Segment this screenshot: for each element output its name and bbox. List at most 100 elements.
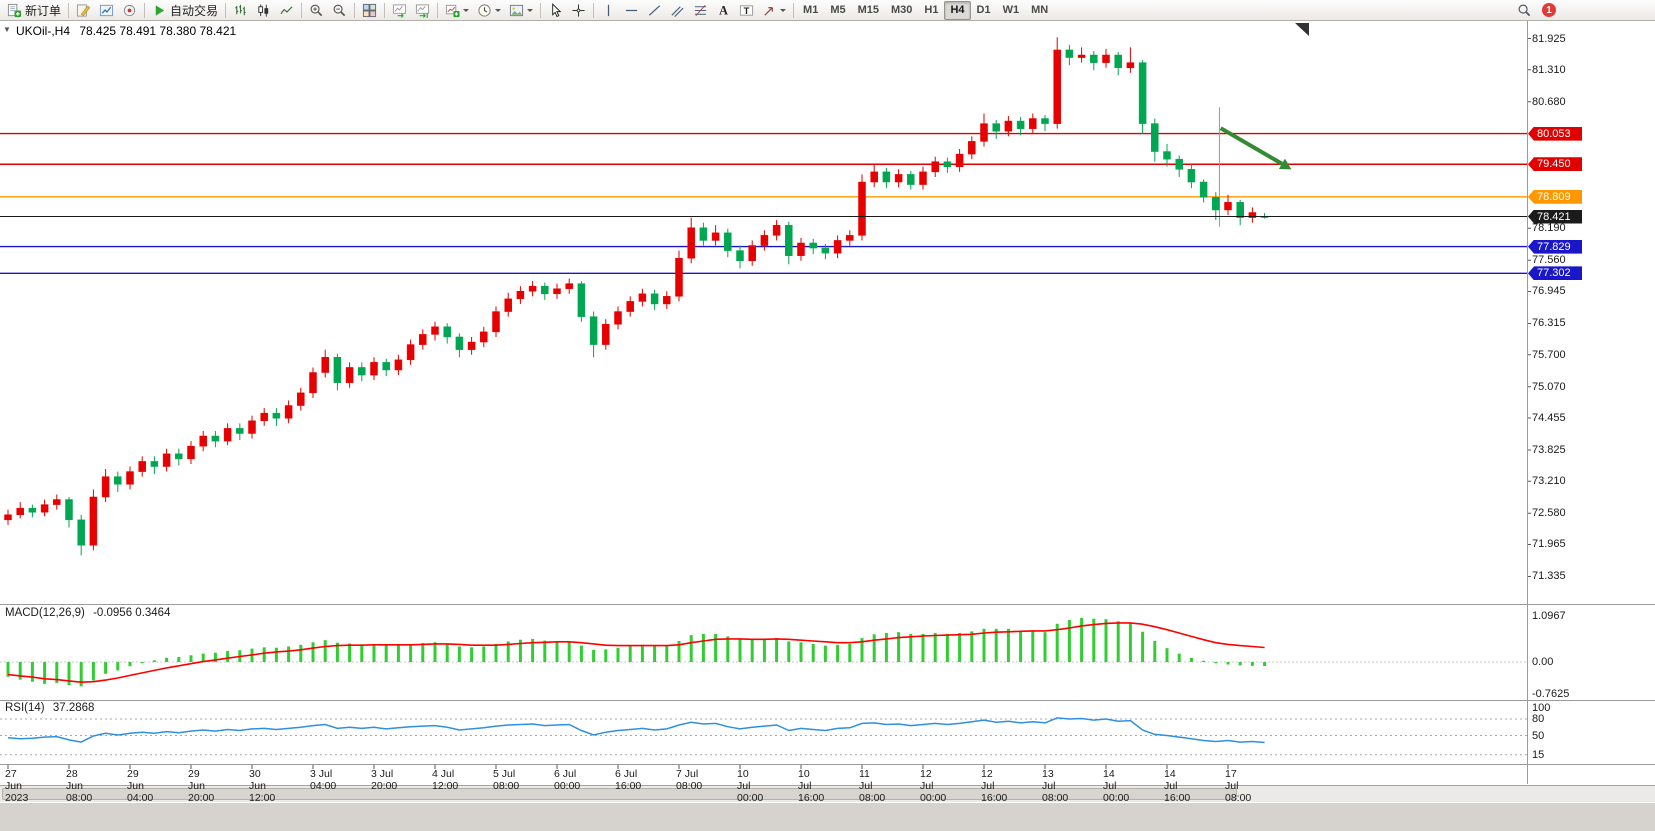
toolbar-separator [540, 2, 542, 18]
timeframe-h1-button[interactable]: H1 [918, 1, 944, 20]
price-axis-label: 73.210 [1532, 475, 1566, 488]
timeframe-m5-button[interactable]: M5 [824, 1, 851, 20]
line-chart-button[interactable] [275, 1, 298, 20]
quick-trade-collapse-button[interactable]: ▼ [3, 25, 11, 34]
time-axis-label: 11 Jul 08:00 [859, 768, 886, 804]
time-axis-label: 28 Jun 08:00 [66, 768, 93, 804]
macd-axis-label: 1.0967 [1532, 609, 1566, 622]
dropdown-caret-icon [527, 9, 534, 15]
time-axis-label: 3 Jul 20:00 [371, 768, 398, 792]
new-order-icon [7, 3, 22, 18]
search-icon [1517, 3, 1532, 18]
rsi-name-label: RSI(14) [5, 702, 45, 714]
time-axis-label: 29 Jun 20:00 [188, 768, 215, 804]
toolbar-separator [437, 2, 439, 18]
auto-scroll-button[interactable] [388, 1, 411, 20]
line-chart-icon [279, 3, 294, 18]
price-level-tag: 77.302 [1528, 266, 1582, 281]
price-level-tag: 78.421 [1528, 209, 1582, 224]
time-axis-label: 10 Jul 00:00 [737, 768, 764, 804]
window-background [0, 803, 1655, 831]
main-toolbar: 新订单 自动交易 A T M1 M5 M15 M30 H1 H4 D1 W1 MN 1 [0, 0, 1655, 21]
tile-windows-button[interactable] [358, 1, 381, 20]
label-icon: T [739, 3, 754, 18]
zoom-out-icon [332, 3, 347, 18]
macd-axis-label: 0.00 [1532, 656, 1554, 668]
text-tool-button[interactable]: A [712, 1, 735, 20]
vline-icon [601, 3, 616, 18]
market-watch-button[interactable] [95, 1, 118, 20]
price-axis-label: 81.925 [1532, 32, 1566, 45]
bar-chart-button[interactable] [229, 1, 252, 20]
channel-icon [670, 3, 685, 18]
label-tool-button[interactable]: T [735, 1, 758, 20]
cursor-icon [548, 2, 563, 18]
macd-name-label: MACD(12,26,9) [5, 607, 85, 619]
price-level-tag: 79.450 [1528, 157, 1582, 172]
svg-text:T: T [744, 5, 750, 15]
macd-values-label: -0.0956 0.3464 [93, 607, 171, 619]
templates-button[interactable] [505, 1, 537, 20]
timeframe-mn-button[interactable]: MN [1025, 1, 1054, 20]
data-window-button[interactable] [118, 1, 141, 20]
periods-button[interactable] [473, 1, 505, 20]
tile-windows-icon [362, 3, 377, 18]
price-axis-label: 77.560 [1532, 254, 1566, 267]
timeframe-m30-button[interactable]: M30 [885, 1, 918, 20]
time-axis-label: 29 Jun 04:00 [127, 768, 154, 804]
timeframe-h4-button[interactable]: H4 [944, 0, 971, 20]
new-chart-button[interactable] [441, 1, 473, 20]
time-axis-label: 4 Jul 12:00 [432, 768, 459, 792]
symbol-period-label: UKOil-,H4 [16, 24, 71, 38]
zoom-out-button[interactable] [328, 1, 351, 20]
chart-shift-button[interactable] [411, 1, 434, 20]
toolbar-separator [225, 2, 227, 18]
channel-tool-button[interactable] [666, 1, 689, 20]
toolbar-right-group: 1 [1513, 1, 1556, 20]
price-axis-label: 71.335 [1532, 570, 1566, 583]
new-order-button-label: 新订单 [25, 3, 62, 18]
time-axis-label: 27 Jun 2023 [5, 768, 29, 804]
crosshair-tool-button[interactable] [567, 1, 590, 20]
new-order-button[interactable]: 新订单 [3, 1, 65, 20]
timeframe-m1-button[interactable]: M1 [797, 1, 824, 20]
candlestick-chart-button[interactable] [252, 1, 275, 20]
scrollbar-thumb[interactable] [2, 788, 1237, 800]
rsi-axis-label: 15 [1532, 748, 1545, 761]
toolbar-separator [301, 2, 303, 18]
price-axis-label: 73.825 [1532, 443, 1566, 456]
arrows-tool-button[interactable] [758, 1, 790, 20]
trendline-tool-button[interactable] [643, 1, 666, 20]
time-axis-label: 12 Jul 00:00 [920, 768, 947, 804]
fibo-icon [693, 3, 708, 18]
zoom-in-button[interactable] [305, 1, 328, 20]
timeframe-w1-button[interactable]: W1 [997, 1, 1026, 20]
horizontal-line-tool-button[interactable] [620, 1, 643, 20]
horizontal-scrollbar[interactable] [0, 785, 1655, 802]
time-axis-label: 12 Jul 16:00 [981, 768, 1008, 804]
autoscroll-icon [392, 3, 407, 18]
search-button[interactable] [1513, 1, 1536, 20]
fibonacci-tool-button[interactable] [689, 1, 712, 20]
price-axis-label: 71.965 [1532, 538, 1566, 551]
toolbar-separator [354, 2, 356, 18]
vertical-line-tool-button[interactable] [597, 1, 620, 20]
timeframe-m15-button[interactable]: M15 [852, 1, 885, 20]
price-level-tag: 77.829 [1528, 239, 1582, 254]
ohlc-values-label: 78.425 78.491 78.380 78.421 [79, 24, 237, 38]
dropdown-caret-icon [463, 9, 470, 15]
toolbar-separator [384, 2, 386, 18]
notification-badge[interactable]: 1 [1542, 3, 1556, 17]
timeframe-d1-button[interactable]: D1 [971, 1, 997, 20]
new-chart-icon [445, 3, 460, 18]
price-axis-label: 75.700 [1532, 348, 1566, 361]
template-icon [509, 3, 524, 18]
metaeditor-button[interactable] [72, 1, 95, 20]
price-axis-label: 72.580 [1532, 507, 1566, 520]
macd-indicator-label: MACD(12,26,9) -0.0956 0.3464 [5, 607, 170, 619]
time-axis-label: 14 Jul 00:00 [1103, 768, 1130, 804]
autotrading-button[interactable]: 自动交易 [148, 1, 222, 20]
cursor-tool-button[interactable] [544, 1, 567, 20]
zoom-in-icon [309, 3, 324, 18]
